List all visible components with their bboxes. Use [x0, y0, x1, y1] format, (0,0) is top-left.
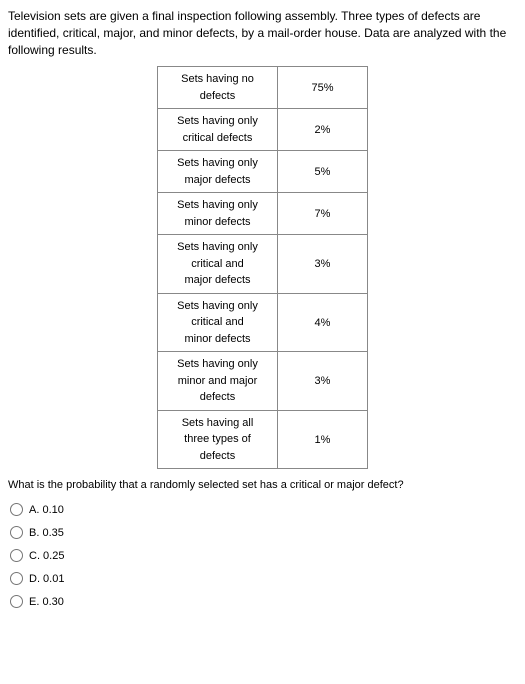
row-label: Sets having nodefects [158, 67, 278, 109]
row-value: 4% [278, 293, 368, 352]
option-c[interactable]: C. 0.25 [10, 549, 517, 562]
table-row: Sets having onlyminor and majordefects3% [158, 352, 368, 411]
option-e[interactable]: E. 0.30 [10, 595, 517, 608]
answer-options: A. 0.10 B. 0.35 C. 0.25 D. 0.01 E. 0.30 [8, 503, 517, 608]
radio-b[interactable] [10, 526, 23, 539]
table-row: Sets having onlycritical andminor defect… [158, 293, 368, 352]
radio-a[interactable] [10, 503, 23, 516]
row-value: 7% [278, 193, 368, 235]
row-label: Sets having allthree types ofdefects [158, 410, 278, 469]
option-a[interactable]: A. 0.10 [10, 503, 517, 516]
row-label: Sets having onlyminor defects [158, 193, 278, 235]
problem-prompt: Television sets are given a final inspec… [8, 8, 517, 58]
option-a-label: A. 0.10 [29, 504, 64, 516]
option-b-label: B. 0.35 [29, 527, 64, 539]
row-value: 1% [278, 410, 368, 469]
row-label: Sets having onlymajor defects [158, 151, 278, 193]
row-label: Sets having onlyminor and majordefects [158, 352, 278, 411]
row-value: 2% [278, 109, 368, 151]
option-d-label: D. 0.01 [29, 573, 64, 585]
option-b[interactable]: B. 0.35 [10, 526, 517, 539]
row-value: 75% [278, 67, 368, 109]
row-label: Sets having onlycritical andminor defect… [158, 293, 278, 352]
table-row: Sets having onlycritical defects2% [158, 109, 368, 151]
question-text: What is the probability that a randomly … [8, 479, 517, 491]
table-row: Sets having onlycritical andmajor defect… [158, 235, 368, 294]
option-d[interactable]: D. 0.01 [10, 572, 517, 585]
row-value: 3% [278, 235, 368, 294]
radio-e[interactable] [10, 595, 23, 608]
table-body: Sets having nodefects75%Sets having only… [158, 67, 368, 469]
option-c-label: C. 0.25 [29, 550, 64, 562]
table-row: Sets having allthree types ofdefects1% [158, 410, 368, 469]
radio-c[interactable] [10, 549, 23, 562]
row-label: Sets having onlycritical defects [158, 109, 278, 151]
row-value: 3% [278, 352, 368, 411]
option-e-label: E. 0.30 [29, 596, 64, 608]
table-row: Sets having onlymajor defects5% [158, 151, 368, 193]
table-row: Sets having onlyminor defects7% [158, 193, 368, 235]
radio-d[interactable] [10, 572, 23, 585]
defect-data-table: Sets having nodefects75%Sets having only… [157, 66, 368, 469]
row-value: 5% [278, 151, 368, 193]
table-row: Sets having nodefects75% [158, 67, 368, 109]
row-label: Sets having onlycritical andmajor defect… [158, 235, 278, 294]
